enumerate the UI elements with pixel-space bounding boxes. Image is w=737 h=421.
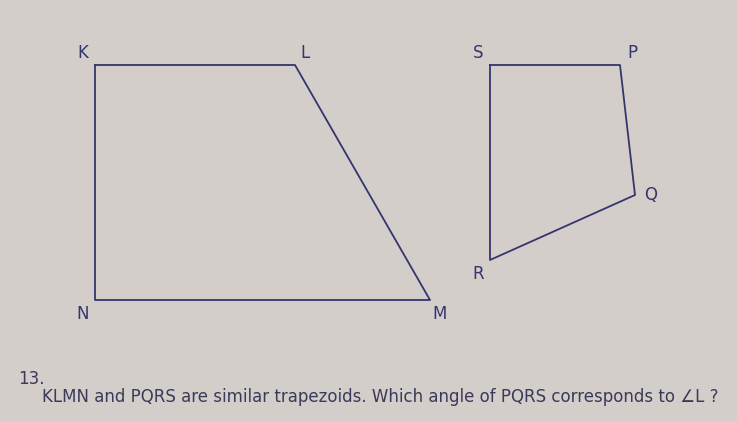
Text: Q: Q	[644, 186, 657, 204]
Text: N: N	[77, 305, 89, 323]
Text: 13.: 13.	[18, 370, 44, 388]
Text: K: K	[77, 44, 88, 62]
Text: P: P	[627, 44, 637, 62]
Text: R: R	[472, 265, 483, 283]
Text: KLMN and PQRS are similar trapezoids. Which angle of PQRS corresponds to ∠L ?: KLMN and PQRS are similar trapezoids. Wh…	[42, 388, 719, 406]
Text: M: M	[433, 305, 447, 323]
Text: L: L	[301, 44, 310, 62]
Text: S: S	[472, 44, 483, 62]
